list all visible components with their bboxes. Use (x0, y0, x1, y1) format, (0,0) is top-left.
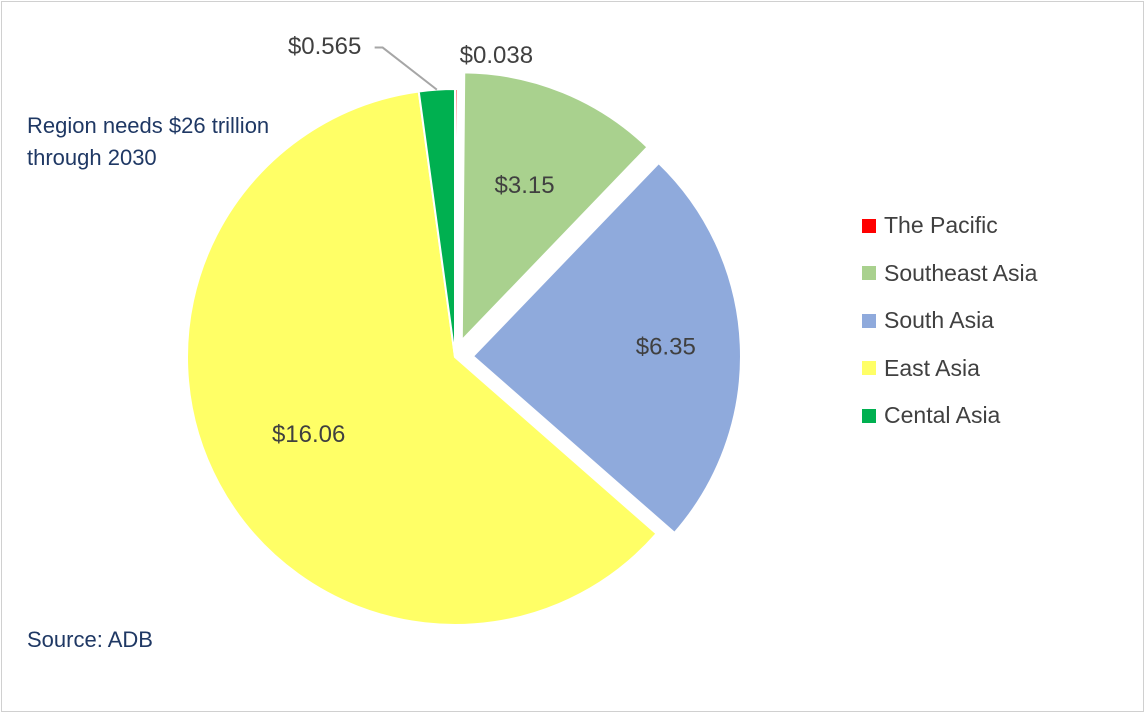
source-note: Source: ADB (27, 627, 153, 652)
pie-slice (186, 90, 658, 626)
legend-label: Southeast Asia (884, 259, 1038, 286)
legend-swatch (862, 313, 876, 328)
legend-swatch (862, 218, 876, 233)
legend-label: East Asia (884, 354, 980, 381)
data-label: $0.565 (288, 33, 361, 60)
pie-slice (460, 71, 649, 343)
legend-label: Cental Asia (884, 402, 1001, 429)
legend-swatch (862, 266, 876, 281)
pie-slice (471, 161, 742, 535)
legend-item: South Asia (862, 297, 1037, 345)
leader-line (374, 46, 438, 91)
data-label: $16.06 (272, 421, 345, 448)
legend-swatch (862, 361, 876, 376)
data-label: $6.35 (636, 333, 696, 360)
data-label: $3.15 (495, 172, 555, 199)
legend-item: The Pacific (862, 202, 1037, 250)
legend-item: Southeast Asia (862, 250, 1037, 298)
legend: The Pacific Southeast Asia South Asia Ea… (862, 202, 1037, 440)
legend-label: The Pacific (884, 212, 998, 239)
legend-item: Cental Asia (862, 392, 1037, 440)
legend-item: East Asia (862, 345, 1037, 393)
chart-annotation: Region needs $26 trillion through 2030 (27, 113, 270, 170)
data-label: $0.038 (460, 42, 533, 69)
legend-swatch (862, 408, 876, 423)
legend-label: South Asia (884, 307, 994, 334)
